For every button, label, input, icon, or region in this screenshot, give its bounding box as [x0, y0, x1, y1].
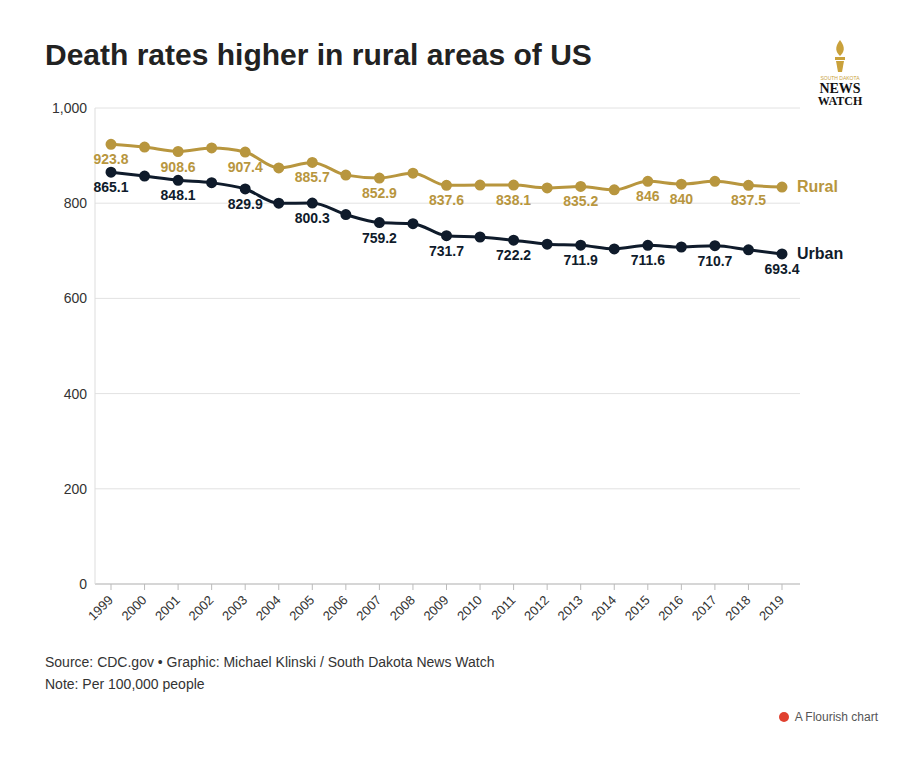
svg-text:2007: 2007	[353, 592, 384, 623]
html-text:Source: CDC.gov • Graphic: Mic: Source: CDC.gov • Graphic: Michael Klins…	[45, 654, 495, 670]
svg-text:837.5: 837.5	[731, 192, 766, 208]
svg-text:2014: 2014	[588, 592, 619, 623]
svg-text:835.2: 835.2	[563, 193, 598, 209]
svg-text:1,000: 1,000	[52, 100, 87, 116]
svg-text:693.4: 693.4	[764, 261, 799, 277]
svg-text:838.1: 838.1	[496, 192, 531, 208]
svg-text:400: 400	[64, 386, 88, 402]
svg-text:NEWS: NEWS	[819, 81, 861, 96]
html-text:A Flourish chart: A Flourish chart	[794, 710, 878, 724]
svg-text:846: 846	[636, 188, 660, 204]
svg-text:WATCH: WATCH	[818, 94, 863, 108]
svg-text:2003: 2003	[219, 592, 250, 623]
svg-text:2005: 2005	[286, 592, 317, 623]
svg-text:837.6: 837.6	[429, 192, 464, 208]
svg-text:722.2: 722.2	[496, 247, 531, 263]
svg-text:711.9: 711.9	[564, 252, 598, 268]
svg-text:710.7: 710.7	[697, 253, 732, 269]
svg-text:0: 0	[79, 576, 87, 592]
svg-text:2008: 2008	[387, 592, 418, 623]
svg-text:2010: 2010	[454, 592, 485, 623]
svg-text:2006: 2006	[320, 592, 351, 623]
svg-text:2016: 2016	[655, 592, 686, 623]
svg-text:2018: 2018	[722, 592, 753, 623]
svg-text:840: 840	[670, 191, 694, 207]
svg-text:Urban: Urban	[797, 245, 843, 262]
svg-text:848.1: 848.1	[161, 187, 196, 203]
svg-text:1999: 1999	[85, 592, 116, 623]
svg-text:SOUTH DAKOTA: SOUTH DAKOTA	[820, 75, 860, 81]
svg-text:2000: 2000	[118, 592, 149, 623]
svg-text:800: 800	[64, 195, 88, 211]
html-text:Note: Per 100,000 people: Note: Per 100,000 people	[45, 676, 205, 692]
svg-text:2015: 2015	[622, 592, 653, 623]
svg-text:865.1: 865.1	[93, 179, 128, 195]
svg-text:2012: 2012	[521, 592, 552, 623]
svg-text:2009: 2009	[420, 592, 451, 623]
svg-text:907.4: 907.4	[228, 159, 263, 175]
svg-text:600: 600	[64, 290, 88, 306]
svg-text:759.2: 759.2	[362, 230, 397, 246]
svg-text:923.8: 923.8	[93, 151, 128, 167]
svg-text:731.7: 731.7	[429, 243, 464, 259]
svg-text:2011: 2011	[488, 592, 518, 622]
svg-text:2004: 2004	[253, 592, 284, 623]
svg-text:885.7: 885.7	[295, 169, 330, 185]
svg-text:2017: 2017	[689, 592, 720, 623]
svg-text:829.9: 829.9	[228, 196, 263, 212]
svg-text:2019: 2019	[756, 592, 787, 623]
svg-text:200: 200	[64, 481, 88, 497]
svg-text:908.6: 908.6	[161, 159, 196, 175]
svg-text:2002: 2002	[186, 592, 217, 623]
svg-text:Rural: Rural	[797, 178, 838, 195]
svg-text:711.6: 711.6	[631, 252, 665, 268]
svg-text:2001: 2001	[152, 592, 183, 623]
html-text:Death rates higher in rural ar: Death rates higher in rural areas of US	[45, 38, 592, 71]
svg-text:852.9: 852.9	[362, 185, 397, 201]
svg-text:2013: 2013	[555, 592, 586, 623]
svg-text:800.3: 800.3	[295, 210, 330, 226]
